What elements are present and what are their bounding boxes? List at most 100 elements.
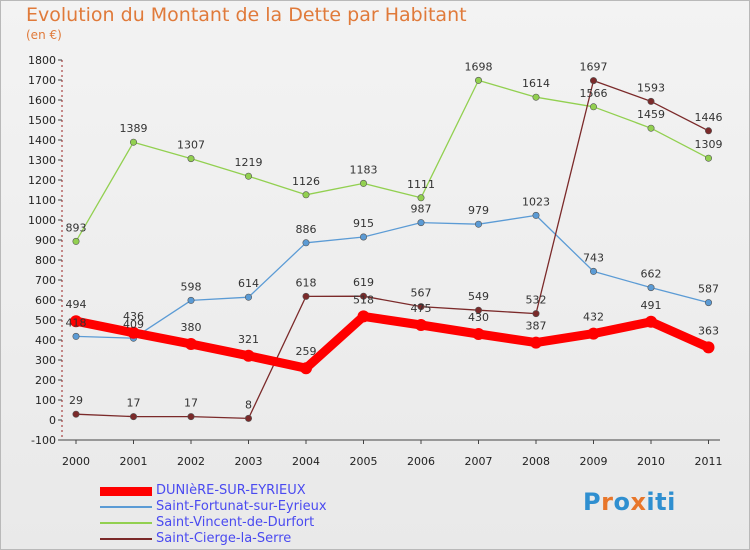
data-label: 321 bbox=[238, 333, 259, 346]
chart-subtitle: (en €) bbox=[26, 28, 62, 42]
x-tick-label: 2011 bbox=[695, 455, 723, 468]
data-label: 1219 bbox=[235, 156, 263, 169]
y-tick-label: 200 bbox=[35, 374, 56, 387]
data-point bbox=[187, 296, 195, 304]
data-label: 1389 bbox=[120, 122, 148, 135]
x-tick-label: 2006 bbox=[407, 455, 435, 468]
data-point bbox=[647, 284, 655, 292]
y-tick-label: 400 bbox=[35, 334, 56, 347]
y-tick-label: 800 bbox=[35, 254, 56, 267]
data-label: 618 bbox=[296, 276, 317, 289]
data-label: 1183 bbox=[350, 163, 378, 176]
data-point bbox=[302, 191, 310, 199]
data-point bbox=[415, 319, 427, 331]
y-tick-label: 1100 bbox=[28, 194, 56, 207]
data-label: 518 bbox=[353, 293, 374, 306]
data-label: 1307 bbox=[177, 139, 205, 152]
legend-label-fortunat: Saint-Fortunat-sur-Eyrieux bbox=[156, 499, 327, 514]
data-point bbox=[645, 315, 657, 328]
data-point bbox=[474, 306, 482, 314]
data-label: 915 bbox=[353, 217, 374, 230]
data-point bbox=[417, 303, 425, 311]
data-point bbox=[704, 154, 712, 162]
data-label: 259 bbox=[296, 345, 317, 358]
data-label: 619 bbox=[353, 276, 374, 289]
series-line bbox=[71, 311, 713, 373]
data-point bbox=[704, 127, 712, 135]
data-point bbox=[187, 155, 195, 163]
data-point bbox=[647, 124, 655, 132]
data-point bbox=[647, 97, 655, 105]
chart-title: Evolution du Montant de la Dette par Hab… bbox=[26, 4, 467, 26]
data-label: 494 bbox=[66, 298, 87, 311]
data-label: 987 bbox=[411, 203, 432, 216]
data-label: 893 bbox=[66, 221, 87, 234]
data-label: 1023 bbox=[522, 195, 550, 208]
series-line bbox=[75, 79, 710, 420]
y-tick-label: 1500 bbox=[28, 114, 56, 127]
data-point bbox=[72, 237, 80, 245]
data-point bbox=[532, 93, 540, 101]
data-point bbox=[359, 233, 367, 241]
y-tick-label: -100 bbox=[31, 434, 56, 447]
y-tick-label: 1400 bbox=[28, 134, 56, 147]
data-label: 1111 bbox=[407, 178, 435, 191]
data-point bbox=[70, 315, 82, 328]
data-label: 1614 bbox=[522, 77, 550, 90]
logo-letter: o bbox=[613, 488, 631, 516]
data-point bbox=[359, 292, 367, 300]
data-label: 587 bbox=[698, 283, 719, 296]
data-point bbox=[474, 76, 482, 84]
legend-swatch-fortunat bbox=[100, 506, 152, 508]
x-tick-label: 2007 bbox=[465, 455, 493, 468]
y-tick-label: 1300 bbox=[28, 154, 56, 167]
x-tick-label: 2009 bbox=[580, 455, 608, 468]
data-point bbox=[242, 349, 255, 362]
series-line bbox=[75, 79, 710, 243]
data-label: 387 bbox=[526, 320, 547, 333]
data-label: 29 bbox=[69, 394, 83, 407]
x-tick-label: 2008 bbox=[522, 455, 550, 468]
data-label: 614 bbox=[238, 277, 259, 290]
data-point bbox=[130, 138, 138, 146]
data-point bbox=[185, 338, 197, 350]
data-label: 1126 bbox=[292, 175, 320, 188]
x-tick-label: 2003 bbox=[235, 455, 263, 468]
data-point bbox=[245, 172, 253, 180]
data-label: 436 bbox=[123, 310, 144, 323]
data-point bbox=[589, 267, 597, 275]
legend-swatch-cierge bbox=[100, 538, 152, 540]
data-label: 979 bbox=[468, 204, 489, 217]
x-tick-label: 2000 bbox=[62, 455, 90, 468]
data-label: 475 bbox=[411, 302, 432, 315]
data-point bbox=[704, 299, 712, 307]
legend-label-vincent: Saint-Vincent-de-Durfort bbox=[156, 515, 315, 530]
data-point bbox=[359, 179, 367, 187]
data-label: 1697 bbox=[580, 61, 608, 74]
logo-letter: t bbox=[655, 488, 668, 516]
data-point bbox=[472, 328, 485, 340]
data-point bbox=[589, 103, 597, 111]
y-tick-label: 500 bbox=[35, 314, 56, 327]
x-tick-label: 2010 bbox=[637, 455, 665, 468]
data-label: 1698 bbox=[465, 60, 493, 73]
data-label: 17 bbox=[184, 397, 198, 410]
data-label: 432 bbox=[583, 311, 604, 324]
y-tick-label: 0 bbox=[49, 414, 56, 427]
data-point bbox=[589, 77, 597, 85]
data-label: 17 bbox=[127, 397, 141, 410]
data-point bbox=[302, 292, 310, 300]
data-label: 380 bbox=[181, 321, 202, 334]
x-tick-label: 2004 bbox=[292, 455, 320, 468]
data-point bbox=[245, 293, 253, 301]
y-tick-label: 1800 bbox=[28, 54, 56, 67]
logo-letter: P bbox=[583, 488, 602, 516]
data-label: 1446 bbox=[695, 111, 723, 124]
data-point bbox=[187, 413, 195, 421]
logo-letter: x bbox=[630, 488, 647, 516]
data-label: 662 bbox=[641, 268, 662, 281]
x-tick-label: 2005 bbox=[350, 455, 378, 468]
data-point bbox=[532, 211, 540, 219]
data-label: 1459 bbox=[637, 108, 665, 121]
data-label: 1309 bbox=[695, 138, 723, 151]
